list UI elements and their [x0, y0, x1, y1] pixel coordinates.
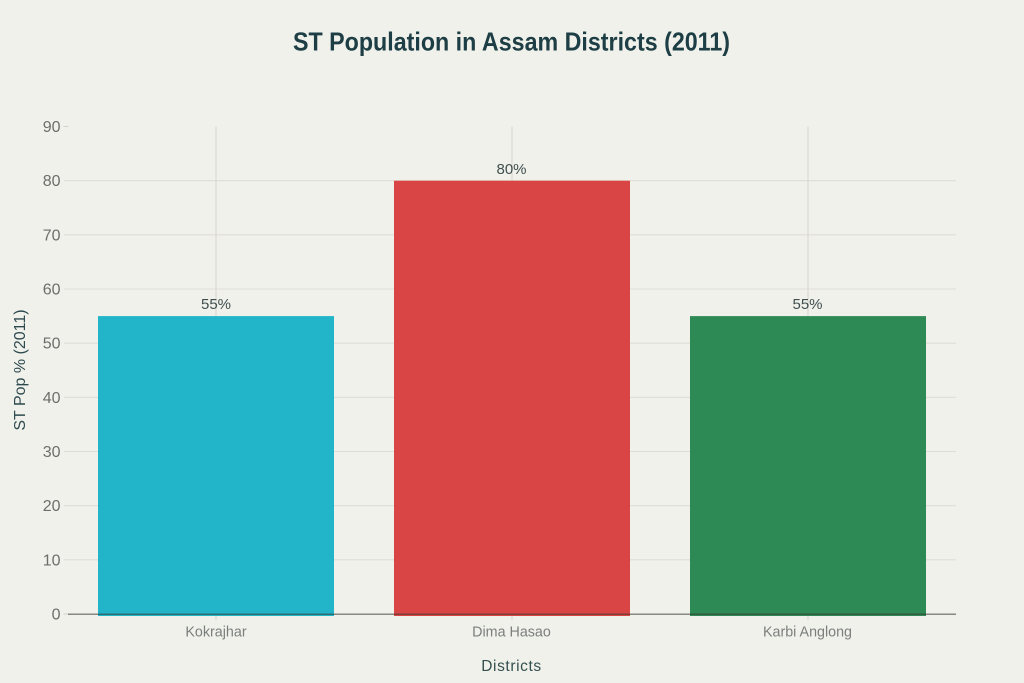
svg-text:Districts: Districts [481, 658, 542, 675]
svg-text:80%: 80% [496, 161, 526, 178]
svg-text:Dima Hasao: Dima Hasao [472, 625, 551, 641]
svg-text:60: 60 [43, 282, 61, 299]
svg-text:80: 80 [43, 173, 61, 190]
svg-text:ST Population in Assam Distric: ST Population in Assam Districts (2011) [293, 27, 730, 57]
svg-text:Kokrajhar: Kokrajhar [185, 625, 246, 641]
svg-text:10: 10 [43, 552, 61, 569]
svg-text:Karbi Anglong: Karbi Anglong [763, 625, 852, 641]
svg-text:70: 70 [43, 227, 61, 244]
svg-text:20: 20 [43, 498, 61, 515]
svg-text:40: 40 [43, 390, 61, 407]
svg-text:50: 50 [43, 336, 61, 353]
svg-text:55%: 55% [792, 296, 822, 313]
svg-text:ST Pop % (2011): ST Pop % (2011) [12, 309, 29, 430]
svg-text:0: 0 [52, 607, 61, 624]
svg-text:30: 30 [43, 444, 61, 461]
svg-text:55%: 55% [201, 296, 231, 313]
svg-text:90: 90 [43, 119, 61, 136]
